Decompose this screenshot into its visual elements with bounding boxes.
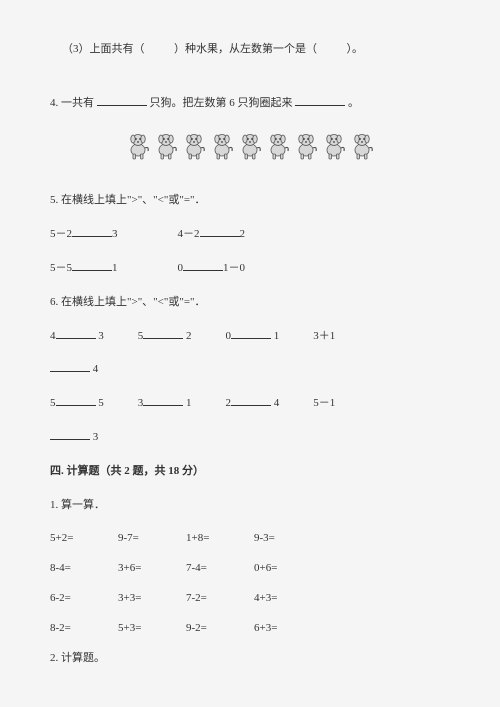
q6-right: 1 xyxy=(274,330,280,342)
calc-cell: 8-4= xyxy=(50,559,90,579)
q3-prefix: （3）上面共有（ xyxy=(62,43,145,55)
q6-right: 4 xyxy=(93,363,99,375)
calc-cell: 5+3= xyxy=(118,619,158,639)
q5-blank xyxy=(72,225,112,237)
q6-blank xyxy=(56,394,96,406)
q5-left: 5－5 xyxy=(50,262,72,274)
question-3: （3）上面共有（ ）种水果，从左数第一个是（ ）。 xyxy=(62,40,450,60)
calc-cell: 3+3= xyxy=(118,589,158,609)
q6-left: 5－1 xyxy=(313,397,335,409)
q6-row-cont: 3 xyxy=(50,428,450,448)
q6-right: 1 xyxy=(186,397,192,409)
question-4: 4. 一共有 只狗。把左数第 6 只狗圈起来 。 xyxy=(50,94,450,114)
calc-cell: 9-7= xyxy=(118,529,158,549)
q5-blank xyxy=(183,259,223,271)
q6-right: 2 xyxy=(186,330,192,342)
q6-blank xyxy=(231,394,271,406)
calc-cell: 5+2= xyxy=(50,529,90,549)
q5-left: 5－2 xyxy=(50,228,72,240)
q4-suffix: 。 xyxy=(348,97,359,109)
q4-blank-1 xyxy=(97,94,147,106)
calc2-title: 2. 计算题。 xyxy=(50,649,450,669)
q6-row-cont: 4 xyxy=(50,360,450,380)
q4-mid: 只狗。把左数第 6 只狗圈起来 xyxy=(150,97,293,109)
q6-left: 3＋1 xyxy=(313,330,335,342)
q6-row: 5 53 12 45－1 xyxy=(50,394,450,414)
q5-left: 4－2 xyxy=(178,228,200,240)
q5-row: 5－2 3 4－2 2 xyxy=(50,225,450,245)
q5-right: 1 xyxy=(112,262,118,274)
q6-blank xyxy=(50,360,90,372)
q6-blank xyxy=(143,394,183,406)
q6-right: 3 xyxy=(98,330,104,342)
q5-blank xyxy=(200,225,240,237)
dog-icon xyxy=(209,130,235,168)
q6-blank xyxy=(143,327,183,339)
question-6-title: 6. 在横线上填上">"、"<"或"="． xyxy=(50,293,450,313)
q4-prefix: 4. 一共有 xyxy=(50,97,94,109)
calc-cell: 8-2= xyxy=(50,619,90,639)
dog-icon xyxy=(349,130,375,168)
dogs-row xyxy=(50,130,450,168)
question-5-title: 5. 在横线上填上">"、"<"或"="． xyxy=(50,191,450,211)
q5-right: 1－0 xyxy=(223,262,245,274)
q3-suffix: ）。 xyxy=(347,43,364,55)
calc-cell: 0+6= xyxy=(254,559,294,579)
calc-cell: 4+3= xyxy=(254,589,294,609)
q6-right: 5 xyxy=(98,397,104,409)
q6-right: 3 xyxy=(93,431,99,443)
q6-blank xyxy=(56,327,96,339)
q5-right: 2 xyxy=(240,228,246,240)
calc-cell: 7-2= xyxy=(186,589,226,609)
q5-row: 5－5101－0 xyxy=(50,259,450,279)
calc-row: 6-2= 3+3= 7-2= 4+3= xyxy=(50,589,450,609)
q4-blank-2 xyxy=(295,94,345,106)
q6-right: 4 xyxy=(274,397,280,409)
dog-icon xyxy=(237,130,263,168)
q3-mid: ）种水果，从左数第一个是（ xyxy=(174,43,317,55)
section-4-title: 四. 计算题（共 2 题，共 18 分） xyxy=(50,462,450,482)
q6-row: 4 35 20 13＋1 xyxy=(50,327,450,347)
calc-cell: 3+6= xyxy=(118,559,158,579)
dog-icon xyxy=(153,130,179,168)
calc-cell: 9-2= xyxy=(186,619,226,639)
calc-cell: 7-4= xyxy=(186,559,226,579)
calc-row: 8-2= 5+3= 9-2= 6+3= xyxy=(50,619,450,639)
dog-icon xyxy=(125,130,151,168)
calc-cell: 6-2= xyxy=(50,589,90,609)
calc-row: 8-4= 3+6= 7-4= 0+6= xyxy=(50,559,450,579)
calc-cell: 9-3= xyxy=(254,529,294,549)
dog-icon xyxy=(265,130,291,168)
calc1-title: 1. 算一算． xyxy=(50,496,450,516)
q5-right: 3 xyxy=(112,228,118,240)
dog-icon xyxy=(321,130,347,168)
q6-blank xyxy=(231,327,271,339)
dog-icon xyxy=(293,130,319,168)
dog-icon xyxy=(181,130,207,168)
calc-cell: 6+3= xyxy=(254,619,294,639)
q6-blank xyxy=(50,428,90,440)
calc-row: 5+2= 9-7= 1+8= 9-3= xyxy=(50,529,450,549)
calc-cell: 1+8= xyxy=(186,529,226,549)
q5-blank xyxy=(72,259,112,271)
